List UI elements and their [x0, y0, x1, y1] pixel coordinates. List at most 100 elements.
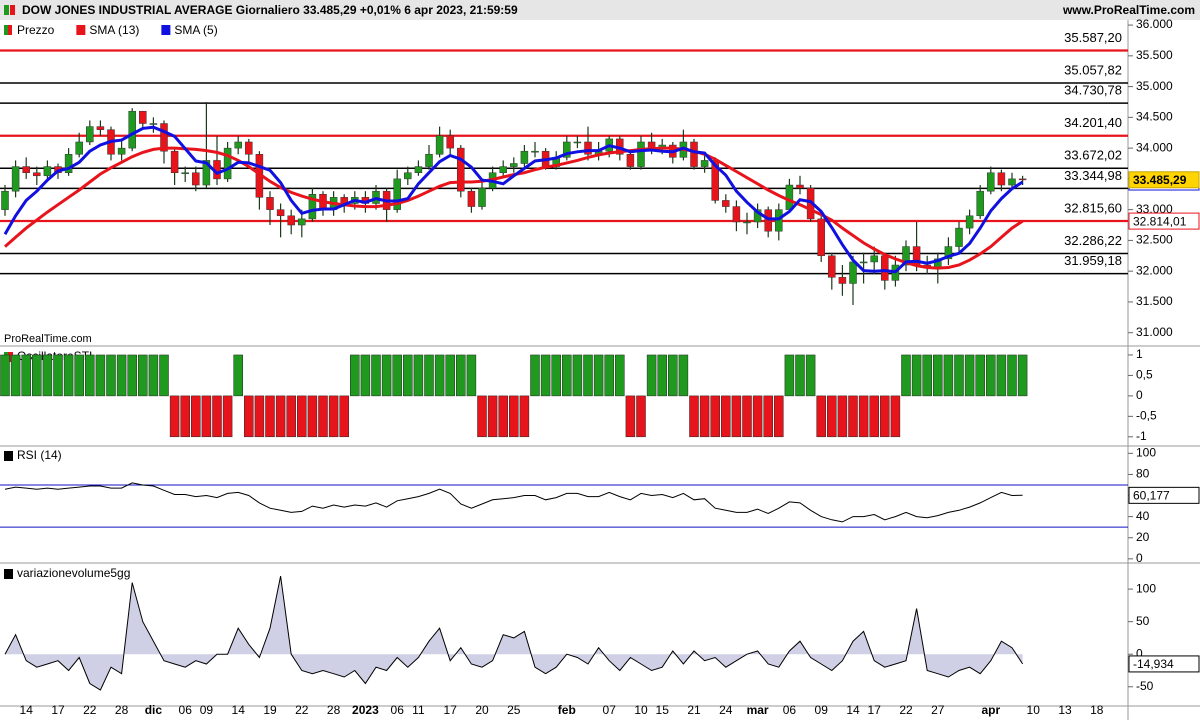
y-tick-label: 0	[1136, 646, 1143, 660]
candle-body	[690, 141, 698, 167]
oscillator-bar	[148, 354, 159, 397]
x-tick-label: 27	[931, 703, 945, 717]
legend-label[interactable]: SMA (5)	[174, 23, 217, 37]
oscillator-bar	[509, 395, 519, 438]
oscillator-bar	[498, 395, 508, 438]
candle-body	[817, 218, 825, 257]
oscillator-bar	[837, 395, 848, 438]
oscillator-bar	[890, 395, 901, 438]
legend-label[interactable]: SMA (13)	[89, 23, 139, 37]
oscillator-bar	[371, 354, 381, 397]
site-link[interactable]: www.ProRealTime.com	[1062, 3, 1195, 17]
oscillator-bar	[646, 354, 657, 397]
legend-label[interactable]: Prezzo	[17, 23, 55, 37]
legend-swatch	[4, 25, 8, 35]
oscillator-bar	[10, 354, 21, 397]
x-tick-label: 24	[719, 703, 733, 717]
oscillator-bar	[699, 395, 710, 438]
candle-body	[86, 126, 94, 143]
candle-body	[499, 166, 507, 173]
oscillator-bar	[774, 395, 784, 438]
oscillator-bar	[975, 354, 985, 397]
oscillator-bar	[265, 395, 275, 438]
oscillator-bar	[562, 354, 572, 397]
oscillator-bar	[604, 354, 614, 397]
candle-body	[520, 150, 529, 164]
x-tick-label: dic	[145, 703, 163, 717]
x-tick-label: 10	[1027, 703, 1041, 717]
oscillator-bar	[286, 395, 296, 438]
candle-body	[764, 209, 772, 232]
candle-body	[435, 135, 444, 155]
oscillator-bar	[784, 354, 795, 397]
x-tick-label: 28	[327, 703, 341, 717]
last-value-box	[1128, 171, 1200, 189]
level-label: 33.344,98	[1064, 168, 1122, 183]
oscillator-bar	[360, 354, 371, 397]
candle-body	[722, 200, 730, 207]
candle-body	[467, 190, 476, 207]
x-tick-label: 06	[783, 703, 797, 717]
oscillator-bar	[636, 395, 646, 438]
candle-body	[457, 147, 465, 192]
oscillator-bar	[413, 354, 424, 397]
oscillator-bar	[530, 354, 540, 397]
level-label: 35.057,82	[1064, 62, 1122, 77]
oscillator-bar	[42, 354, 53, 397]
oscillator-bar	[922, 354, 932, 397]
rsi-line	[4, 482, 1023, 523]
level-label: 34.201,40	[1064, 115, 1122, 130]
oscillator-bar	[572, 354, 583, 397]
oscillator-bar	[318, 395, 328, 438]
oscillator-bar	[275, 395, 286, 438]
candle-body	[881, 255, 889, 281]
candle-body	[700, 160, 709, 167]
candle-body	[96, 126, 105, 130]
oscillator-bar	[933, 354, 943, 397]
oscillator-bar	[583, 354, 593, 397]
oscillator-bar	[434, 354, 445, 397]
x-tick-label: 11	[412, 703, 425, 717]
y-tick-label: 34.000	[1136, 140, 1173, 154]
candle-body	[139, 110, 147, 124]
y-tick-label: 1	[1136, 347, 1143, 361]
x-tick-label: 17	[51, 703, 65, 717]
oscillator-bar	[657, 354, 667, 397]
panel-title[interactable]: RSI (14)	[17, 448, 62, 462]
legend-swatch	[76, 25, 86, 35]
last-value-box	[1128, 655, 1200, 673]
candle-body	[160, 123, 168, 152]
oscillator-bar	[127, 354, 137, 397]
candle-body	[170, 150, 179, 173]
y-tick-label: 0	[1136, 551, 1143, 565]
candle-body	[192, 172, 200, 186]
oscillator-bar	[986, 354, 996, 397]
x-tick-label: 14	[20, 703, 34, 717]
oscillator-bar	[169, 395, 180, 438]
oscillator-bar	[964, 354, 975, 397]
x-tick-label: 22	[899, 703, 913, 717]
oscillator-bar	[763, 395, 773, 438]
x-tick-label: feb	[558, 703, 576, 717]
oscillator-bar	[328, 395, 339, 438]
x-tick-label: 14	[846, 703, 860, 717]
panel-icon	[8, 352, 13, 362]
candle-body	[234, 141, 242, 149]
oscillator-bar	[869, 395, 879, 438]
oscillator-bar	[116, 354, 127, 397]
candle-body	[414, 166, 423, 173]
candle-body	[11, 166, 20, 192]
oscillator-bar	[63, 354, 74, 397]
candle-body	[276, 209, 285, 217]
y-tick-label: 50	[1136, 614, 1150, 628]
header-title: DOW JONES INDUSTRIAL AVERAGE Giornaliero…	[22, 3, 518, 17]
x-tick-label: 14	[232, 703, 246, 717]
candle-body	[43, 166, 52, 177]
candle-body	[987, 172, 995, 192]
oscillator-bar	[244, 395, 254, 438]
oscillator-bar	[392, 354, 402, 397]
oscillator-bar	[487, 395, 498, 438]
panel-title[interactable]: variazionevolume5gg	[17, 566, 130, 580]
x-tick-label: 17	[444, 703, 458, 717]
candle-body	[838, 277, 847, 284]
